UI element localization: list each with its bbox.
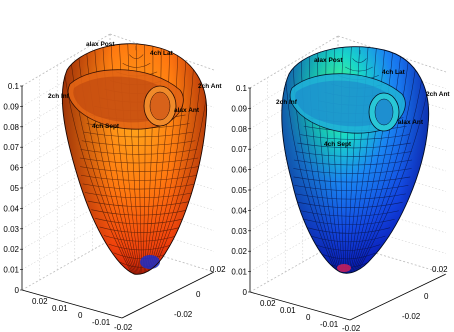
- right-label-2ch-inf: 2ch Inf: [276, 99, 298, 106]
- left-z-tick-10: 0.09: [3, 102, 19, 111]
- right-z-tick-5: 0.04: [231, 206, 247, 215]
- right-x-tick-2: 0.01: [280, 306, 296, 315]
- left-z-tick-1: 0: [15, 286, 20, 295]
- left-x-tick-3: 0: [78, 311, 83, 320]
- left-x-ticks: 0.02 0.01 0 -0.01 -0.02: [32, 297, 133, 332]
- right-y-tick-3: -0.02: [402, 312, 421, 321]
- left-x-tick-5: -0.02: [114, 323, 133, 332]
- right-annotations: alax Post 4ch Lat 2ch Ant 2ch Inf alax A…: [276, 57, 450, 148]
- right-z-tick-10: 0.09: [231, 104, 247, 113]
- right-x-tick-5: -0.02: [342, 324, 361, 332]
- left-label-4ch-sept: 4ch Sept: [92, 123, 120, 130]
- left-z-tick-5: 0.04: [3, 204, 19, 213]
- left-annotations: alax Post 4ch Lat 2ch Ant 2ch Inf alax A…: [48, 41, 222, 130]
- right-label-alax-post: alax Post: [314, 57, 343, 64]
- left-z-tick-9: 0.08: [3, 123, 19, 132]
- left-label-2ch-ant: 2ch Ant: [198, 83, 222, 90]
- right-z-tick-2: 0.01: [231, 268, 247, 277]
- left-y-ticks: 0.02 0 -0.02: [174, 265, 226, 319]
- left-z-tick-6: 05: [10, 184, 19, 193]
- right-x-tick-3: 0: [306, 313, 311, 322]
- left-x-tick-4: -0.01: [92, 318, 111, 327]
- right-plot: 0 0.01 0.02 0.03 0.04 0.05 0.06 0.07 0.08 0.09 0.1…: [231, 35, 450, 332]
- left-label-2ch-inf: 2ch Inf: [48, 93, 70, 100]
- left-z-tick-11: 0.1: [8, 82, 20, 91]
- left-z-tick-4: 0.03: [3, 225, 19, 234]
- right-y-ticks: 0.02 0 -0.02: [402, 265, 448, 321]
- left-label-4ch-lat: 4ch Lat: [150, 50, 174, 57]
- left-z-tick-8: 0.07: [3, 143, 19, 152]
- left-label-alax-post: alax Post: [86, 41, 115, 48]
- right-x-tick-1: 0.02: [260, 299, 276, 308]
- right-x-tick-4: -0.01: [320, 320, 339, 329]
- left-heart-surface: [61, 43, 208, 275]
- right-z-tick-4: 0.03: [231, 227, 247, 236]
- right-label-4ch-lat: 4ch Lat: [382, 69, 406, 76]
- right-label-2ch-ant: 2ch Ant: [426, 91, 450, 98]
- left-y-tick-1: 0.02: [210, 265, 226, 274]
- right-z-tick-1: 0: [243, 288, 248, 297]
- right-z-tick-8: 0.07: [231, 145, 247, 154]
- left-x-tick-2: 0.01: [52, 304, 68, 313]
- left-y-tick-3: -0.02: [174, 310, 193, 319]
- right-heart-surface: [281, 46, 430, 274]
- left-x-tick-1: 0.02: [32, 297, 48, 306]
- left-label-alax-ant: alax Ant: [174, 107, 200, 114]
- right-z-tick-11: 0.1: [236, 84, 248, 93]
- right-y-tick-2: 0: [424, 292, 429, 301]
- right-label-4ch-sept: 4ch Sept: [324, 141, 352, 148]
- right-z-ticks: 0 0.01 0.02 0.03 0.04 0.05 0.06 0.07 0.08 0.09 0.1: [231, 84, 251, 297]
- left-z-ticks: 0 0.01 0.02 0.03 0.04 05 06 0.07 0.08 0.09 0.1: [3, 82, 23, 295]
- right-z-tick-7: 0.06: [231, 166, 247, 175]
- left-plot: 0 0.01 0.02 0.03 0.04 05 06 0.07 0.08 0.09 0.1 0.0…: [3, 33, 226, 332]
- right-label-alax-ant: alax Ant: [398, 119, 424, 126]
- right-x-ticks: 0.02 0.01 0 -0.01 -0.02: [260, 299, 361, 332]
- right-z-tick-6: 0.05: [231, 186, 247, 195]
- right-z-tick-3: 0.02: [231, 247, 247, 256]
- left-z-tick-3: 0.02: [3, 245, 19, 254]
- right-z-tick-9: 0.08: [231, 125, 247, 134]
- right-y-tick-1: 0.02: [432, 265, 448, 274]
- left-z-tick-7: 06: [10, 164, 19, 173]
- left-z-tick-2: 0.01: [3, 266, 19, 275]
- left-y-tick-2: 0: [196, 290, 201, 299]
